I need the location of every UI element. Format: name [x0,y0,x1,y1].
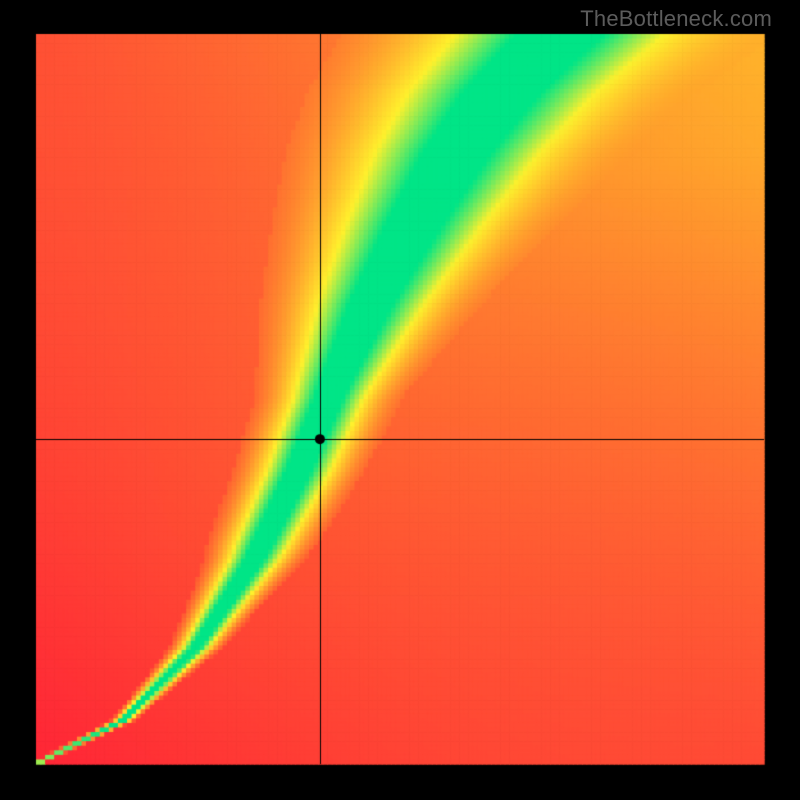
bottleneck-heatmap [0,0,800,800]
watermark-text: TheBottleneck.com [580,6,772,32]
